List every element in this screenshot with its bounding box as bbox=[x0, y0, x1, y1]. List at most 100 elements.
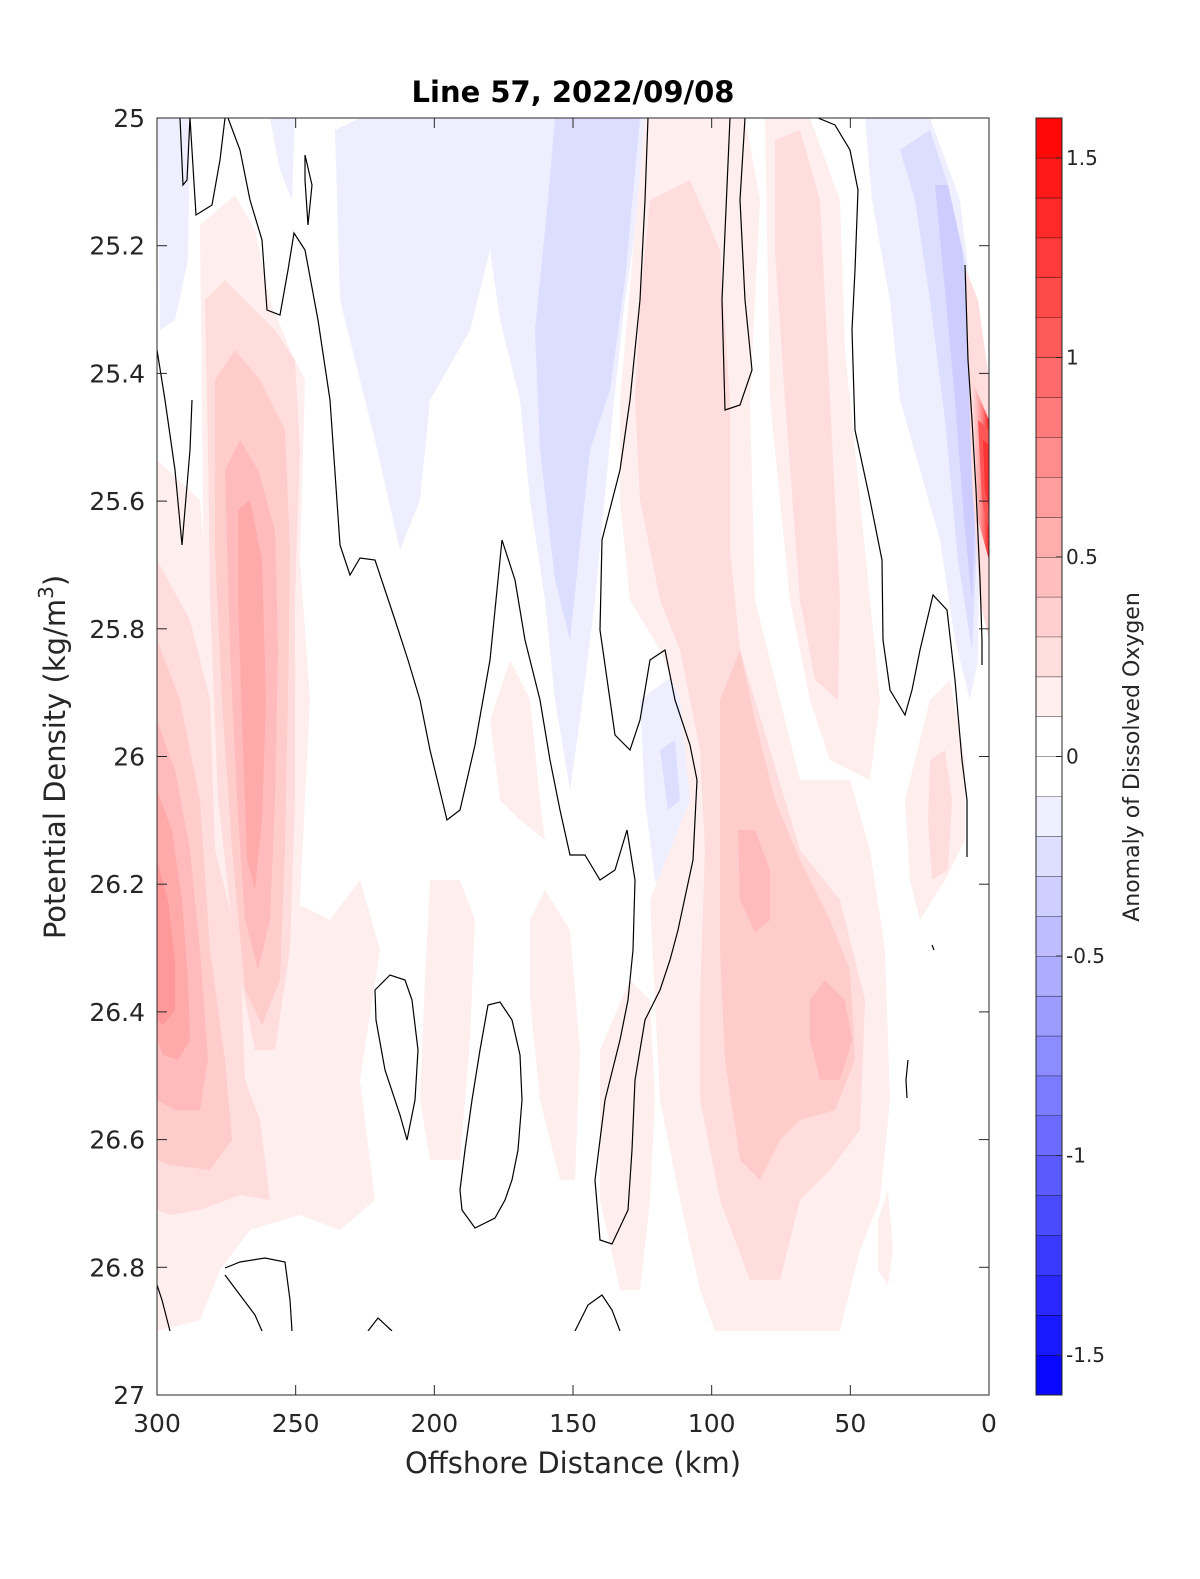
x-tick-label: 300 bbox=[133, 1409, 181, 1438]
contour-line bbox=[367, 1317, 393, 1331]
x-tick-label: 50 bbox=[834, 1409, 866, 1438]
contour-line bbox=[224, 1274, 263, 1331]
anomaly-region bbox=[335, 118, 490, 550]
colorbar-segment bbox=[1036, 916, 1062, 957]
colorbar-segment bbox=[1036, 995, 1062, 1036]
y-tick-label: 26.2 bbox=[89, 870, 145, 899]
x-tick-label: 200 bbox=[410, 1409, 458, 1438]
anomaly-region bbox=[775, 130, 840, 700]
contour-line bbox=[721, 118, 753, 411]
colorbar-segment bbox=[1036, 1315, 1062, 1356]
contour-line bbox=[304, 154, 313, 226]
colorbar-segment bbox=[1036, 437, 1062, 478]
x-axis-label: Offshore Distance (km) bbox=[405, 1446, 741, 1480]
colorbar-segment bbox=[1036, 1075, 1062, 1116]
colorbar-segment bbox=[1036, 636, 1062, 677]
anomaly-region bbox=[878, 1190, 893, 1285]
zero-contours bbox=[157, 118, 983, 1331]
colorbar-tick-label: 0.5 bbox=[1066, 545, 1098, 569]
colorbar-tick-label: 1.5 bbox=[1066, 146, 1098, 170]
colorbar-segment bbox=[1036, 277, 1062, 318]
colorbar-label: Anomaly of Dissolved Oxygen bbox=[1120, 592, 1145, 922]
anomaly-region bbox=[935, 185, 976, 600]
colorbar-segment bbox=[1036, 1115, 1062, 1156]
y-tick-label: 25.6 bbox=[89, 487, 145, 516]
y-tick-label: 25.4 bbox=[89, 359, 145, 388]
colorbar: 1.5 1 0.5 0 -0.5 -1 -1.5 bbox=[1035, 117, 1105, 1396]
contour-line bbox=[905, 1059, 909, 1099]
contour-line bbox=[227, 118, 698, 1245]
x-tick-label: 250 bbox=[272, 1409, 320, 1438]
y-axis-label: Potential Density (kg/m3) bbox=[34, 575, 72, 939]
contour-line bbox=[964, 264, 983, 665]
contour-line bbox=[224, 1257, 293, 1331]
y-tick-label: 25.8 bbox=[89, 615, 145, 644]
colorbar-segment bbox=[1036, 716, 1062, 757]
contour-line bbox=[817, 118, 968, 857]
y-ticks: 25 25.2 25.4 25.6 25.8 26 26.2 26.4 26.6 26.8 27 bbox=[89, 104, 989, 1410]
contour-line bbox=[574, 1294, 621, 1331]
anomaly-region bbox=[238, 500, 266, 890]
contour-line bbox=[189, 118, 226, 217]
contour-line bbox=[931, 944, 935, 951]
colorbar-segment bbox=[1036, 596, 1062, 637]
y-tick-label: 26 bbox=[113, 743, 145, 772]
colorbar-segment bbox=[1036, 197, 1062, 238]
colorbar-tick-label: -1.5 bbox=[1066, 1343, 1105, 1367]
colorbar-segment bbox=[1036, 836, 1062, 877]
anomaly-region bbox=[490, 660, 545, 840]
colorbar-segment bbox=[1036, 1235, 1062, 1276]
anomaly-region bbox=[928, 750, 952, 880]
colorbar-segment bbox=[1036, 756, 1062, 797]
colorbar-segment bbox=[1036, 157, 1062, 198]
y-tick-label: 25.2 bbox=[89, 232, 145, 261]
colorbar-segment bbox=[1036, 477, 1062, 518]
colorbar-tick-label: 0 bbox=[1066, 745, 1079, 769]
colorbar-segment bbox=[1036, 357, 1062, 398]
x-tick-label: 150 bbox=[549, 1409, 597, 1438]
colorbar-segment bbox=[1036, 1035, 1062, 1076]
contour-line bbox=[157, 349, 193, 546]
anomaly-region bbox=[660, 740, 680, 810]
anomaly-field bbox=[157, 118, 989, 1331]
colorbar-segment bbox=[1036, 956, 1062, 996]
colorbar-segment bbox=[1036, 118, 1062, 158]
colorbar-segment bbox=[1036, 397, 1062, 438]
colorbar-segment bbox=[1036, 317, 1062, 358]
anomaly-region bbox=[983, 440, 989, 510]
anomaly-region bbox=[600, 980, 655, 1290]
colorbar-segment bbox=[1036, 237, 1062, 278]
y-tick-label: 26.8 bbox=[89, 1253, 145, 1282]
y-axis-label-main: Potential Density (kg/m bbox=[38, 599, 72, 939]
colorbar-segment bbox=[1036, 796, 1062, 837]
colorbar-tick-label: -0.5 bbox=[1066, 944, 1105, 968]
y-axis-label-sup: 3 bbox=[34, 586, 58, 599]
colorbar-segment bbox=[1036, 1155, 1062, 1196]
anomaly-region bbox=[535, 118, 640, 640]
chart-title: Line 57, 2022/09/08 bbox=[412, 75, 735, 109]
colorbar-segment bbox=[1036, 1275, 1062, 1316]
colorbar-segment bbox=[1036, 676, 1062, 717]
colorbar-segment bbox=[1036, 1355, 1062, 1395]
contour-line bbox=[157, 1284, 171, 1331]
contour-line bbox=[374, 974, 419, 1141]
anomaly-region bbox=[157, 860, 175, 1025]
anomaly-region bbox=[157, 118, 190, 330]
anomaly-region bbox=[810, 980, 852, 1080]
contour-line bbox=[179, 118, 191, 187]
x-tick-label: 0 bbox=[981, 1409, 997, 1438]
x-tick-label: 100 bbox=[688, 1409, 736, 1438]
y-tick-label: 26.6 bbox=[89, 1126, 145, 1155]
y-tick-label: 25 bbox=[113, 104, 145, 133]
anomaly-region bbox=[530, 890, 580, 1180]
anomaly-region bbox=[738, 830, 770, 932]
colorbar-tick-label: 1 bbox=[1066, 345, 1079, 369]
x-ticks: 300 250 200 150 100 50 0 bbox=[133, 118, 997, 1438]
colorbar-segment bbox=[1036, 1195, 1062, 1236]
colorbar-segment bbox=[1036, 876, 1062, 917]
contour-line bbox=[459, 1001, 523, 1229]
colorbar-segment bbox=[1036, 556, 1062, 597]
colorbar-tick-label: -1 bbox=[1066, 1144, 1086, 1168]
y-axis-label-close: ) bbox=[38, 575, 72, 586]
